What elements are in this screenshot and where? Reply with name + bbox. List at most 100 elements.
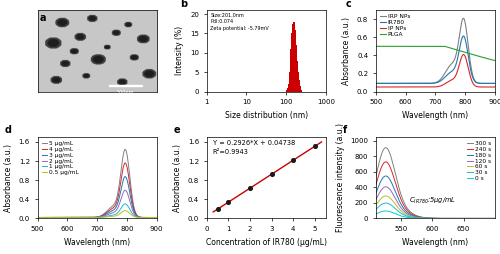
3 μg/mL	[154, 216, 160, 219]
IR780	[471, 78, 477, 81]
300 s	[492, 217, 498, 220]
180 s	[448, 217, 454, 220]
Line: 4 μg/mL: 4 μg/mL	[38, 163, 156, 217]
300 s	[420, 216, 426, 219]
4 μg/mL	[91, 216, 97, 219]
Line: 120 s: 120 s	[376, 187, 495, 218]
Bar	[298, 80, 300, 91]
3 μg/mL	[91, 216, 97, 219]
Line: IR780: IR780	[376, 36, 495, 83]
IR780	[460, 35, 466, 38]
IP NPs	[492, 86, 498, 89]
IRP NPs	[430, 82, 436, 85]
5 μg/mL	[92, 216, 98, 219]
60 s	[382, 195, 388, 198]
180 s	[459, 217, 465, 220]
X-axis label: Wavelength (nm): Wavelength (nm)	[64, 238, 130, 247]
IP NPs	[373, 86, 379, 89]
IRP NPs	[373, 82, 379, 85]
240 s	[448, 217, 454, 220]
300 s	[373, 175, 379, 178]
5 μg/mL	[99, 214, 105, 217]
4 μg/mL	[106, 210, 112, 213]
PLGA	[444, 45, 450, 49]
180 s	[460, 217, 466, 220]
Bar	[292, 24, 294, 91]
4 μg/mL	[154, 216, 160, 219]
2 μg/mL	[92, 216, 98, 219]
Bar	[300, 90, 302, 91]
0 s	[492, 217, 498, 220]
30 s	[382, 201, 388, 204]
3 μg/mL	[132, 213, 138, 216]
2 μg/mL	[132, 214, 138, 217]
X-axis label: Concentration of IR780 (μg/mL): Concentration of IR780 (μg/mL)	[206, 238, 327, 247]
Bar	[289, 72, 291, 91]
IP NPs	[444, 81, 450, 84]
1 μg/mL	[99, 215, 105, 218]
240 s	[412, 214, 418, 217]
Y-axis label: Intensity (%): Intensity (%)	[176, 26, 184, 75]
3 μg/mL	[122, 175, 128, 178]
120 s	[459, 217, 465, 220]
Line: 2 μg/mL: 2 μg/mL	[38, 190, 156, 217]
240 s	[492, 217, 498, 220]
IR780	[430, 82, 436, 85]
0 s	[412, 217, 418, 220]
1 μg/mL	[34, 216, 40, 219]
180 s	[373, 192, 379, 195]
180 s	[420, 216, 426, 219]
Text: Size:201.0nm
PdI:0.074
Zeta potential: -5.79mV: Size:201.0nm PdI:0.074 Zeta potential: -…	[210, 13, 269, 31]
60 s	[460, 217, 466, 220]
IP NPs	[430, 85, 436, 88]
240 s	[460, 217, 466, 220]
Bar	[287, 88, 289, 91]
3 μg/mL	[106, 211, 112, 214]
Bar	[292, 22, 295, 91]
IR780	[492, 82, 498, 85]
5 μg/mL	[122, 148, 128, 151]
180 s	[412, 215, 418, 218]
Line: 60 s: 60 s	[376, 196, 495, 218]
60 s	[412, 216, 418, 219]
4 μg/mL	[122, 162, 128, 165]
1 μg/mL	[132, 215, 138, 218]
1 μg/mL	[92, 216, 98, 219]
IR780	[444, 74, 450, 77]
X-axis label: Wavelength (nm): Wavelength (nm)	[402, 238, 468, 247]
30 s	[412, 216, 418, 219]
X-axis label: Size distribution (nm): Size distribution (nm)	[224, 111, 308, 120]
240 s	[420, 216, 426, 219]
5 μg/mL	[34, 216, 40, 219]
0 s	[459, 217, 465, 220]
1 μg/mL	[122, 202, 128, 205]
3 μg/mL	[99, 215, 105, 218]
5 μg/mL	[154, 216, 160, 219]
Text: c: c	[346, 0, 352, 9]
Legend: 300 s, 240 s, 180 s, 120 s, 60 s, 30 s, 0 s: 300 s, 240 s, 180 s, 120 s, 60 s, 30 s, …	[466, 140, 492, 182]
300 s	[388, 154, 394, 157]
IRP NPs	[438, 78, 444, 81]
4 μg/mL	[99, 214, 105, 217]
IRP NPs	[490, 82, 496, 85]
PLGA	[373, 45, 379, 48]
120 s	[420, 216, 426, 219]
IR780	[373, 82, 379, 85]
Bar	[299, 88, 302, 91]
0.5 μg/mL	[106, 215, 112, 218]
IRP NPs	[471, 77, 477, 80]
Line: 30 s: 30 s	[376, 203, 495, 218]
240 s	[373, 184, 379, 187]
4 μg/mL	[34, 216, 40, 219]
Bar	[291, 34, 293, 91]
Text: b: b	[180, 0, 188, 9]
0.5 μg/mL	[99, 216, 105, 219]
Line: IRP NPs: IRP NPs	[376, 18, 495, 83]
240 s	[382, 160, 388, 163]
60 s	[448, 217, 454, 220]
IR780	[430, 82, 436, 85]
Line: 300 s: 300 s	[376, 148, 495, 218]
Legend: 5 μg/mL, 4 μg/mL, 3 μg/mL, 2 μg/mL, 1 μg/mL, 0.5 μg/mL: 5 μg/mL, 4 μg/mL, 3 μg/mL, 2 μg/mL, 1 μg…	[40, 140, 80, 176]
4 μg/mL	[151, 216, 157, 219]
300 s	[460, 217, 466, 220]
